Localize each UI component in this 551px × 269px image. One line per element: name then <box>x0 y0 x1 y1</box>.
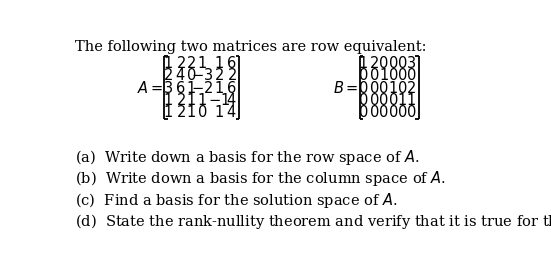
Text: $2$: $2$ <box>226 68 236 83</box>
Text: $0$: $0$ <box>379 92 388 108</box>
Text: $0$: $0$ <box>388 68 398 83</box>
Text: $1$: $1$ <box>163 55 173 71</box>
Text: $0$: $0$ <box>358 104 369 120</box>
Text: $6$: $6$ <box>226 80 237 96</box>
Text: $-2$: $-2$ <box>191 80 213 96</box>
Text: $0$: $0$ <box>369 68 380 83</box>
Text: $1$: $1$ <box>397 92 407 108</box>
Text: $1$: $1$ <box>214 80 224 96</box>
Text: $2$: $2$ <box>176 92 186 108</box>
Text: $1$: $1$ <box>197 55 207 71</box>
Text: $-1$: $-1$ <box>208 92 230 108</box>
Text: $0$: $0$ <box>397 104 407 120</box>
Text: $3$: $3$ <box>163 80 173 96</box>
Text: $2$: $2$ <box>407 80 417 96</box>
Text: $4$: $4$ <box>175 68 186 83</box>
Text: $1$: $1$ <box>197 92 207 108</box>
Text: $0$: $0$ <box>406 68 417 83</box>
Text: (d)  State the rank-nullity theorem and verify that it is true for the matrix $A: (d) State the rank-nullity theorem and v… <box>75 213 551 231</box>
Text: $0$: $0$ <box>397 80 407 96</box>
Text: $B=$: $B=$ <box>333 80 359 96</box>
Text: $0$: $0$ <box>379 80 388 96</box>
Text: $2$: $2$ <box>176 55 186 71</box>
Text: $0$: $0$ <box>397 55 407 71</box>
Text: $0$: $0$ <box>388 55 398 71</box>
Text: $0$: $0$ <box>369 92 380 108</box>
Text: $1$: $1$ <box>186 104 196 120</box>
Text: $A=$: $A=$ <box>137 80 164 96</box>
Text: $1$: $1$ <box>163 104 173 120</box>
Text: $2$: $2$ <box>176 104 186 120</box>
Text: $0$: $0$ <box>358 80 369 96</box>
Text: $1$: $1$ <box>214 55 224 71</box>
Text: $2$: $2$ <box>163 68 173 83</box>
Text: $2$: $2$ <box>214 68 224 83</box>
Text: $1$: $1$ <box>379 68 388 83</box>
Text: $0$: $0$ <box>379 104 388 120</box>
Text: $6$: $6$ <box>175 80 186 96</box>
Text: $6$: $6$ <box>226 55 237 71</box>
Text: $0$: $0$ <box>369 80 380 96</box>
Text: $1$: $1$ <box>388 80 398 96</box>
Text: $2$: $2$ <box>369 55 379 71</box>
Text: $1$: $1$ <box>163 92 173 108</box>
Text: (a)  Write down a basis for the row space of $A$.: (a) Write down a basis for the row space… <box>75 148 419 167</box>
Text: $-3$: $-3$ <box>191 68 213 83</box>
Text: $1$: $1$ <box>359 55 368 71</box>
Text: $1$: $1$ <box>407 92 417 108</box>
Text: $0$: $0$ <box>358 68 369 83</box>
Text: $0$: $0$ <box>186 68 197 83</box>
Text: $0$: $0$ <box>379 55 388 71</box>
Text: $1$: $1$ <box>214 104 224 120</box>
Text: $0$: $0$ <box>358 92 369 108</box>
Text: (b)  Write down a basis for the column space of $A$.: (b) Write down a basis for the column sp… <box>75 169 446 188</box>
Text: $3$: $3$ <box>407 55 417 71</box>
Text: $0$: $0$ <box>388 92 398 108</box>
Text: $2$: $2$ <box>186 55 196 71</box>
Text: $0$: $0$ <box>388 104 398 120</box>
Text: $0$: $0$ <box>397 68 407 83</box>
Text: $1$: $1$ <box>186 92 196 108</box>
Text: $0$: $0$ <box>197 104 207 120</box>
Text: $0$: $0$ <box>369 104 380 120</box>
Text: $0$: $0$ <box>406 104 417 120</box>
Text: $1$: $1$ <box>186 80 196 96</box>
Text: (c)  Find a basis for the solution space of $A$.: (c) Find a basis for the solution space … <box>75 191 397 210</box>
Text: $4$: $4$ <box>226 104 237 120</box>
Text: $4$: $4$ <box>226 92 237 108</box>
Text: The following two matrices are row equivalent:: The following two matrices are row equiv… <box>75 40 426 54</box>
